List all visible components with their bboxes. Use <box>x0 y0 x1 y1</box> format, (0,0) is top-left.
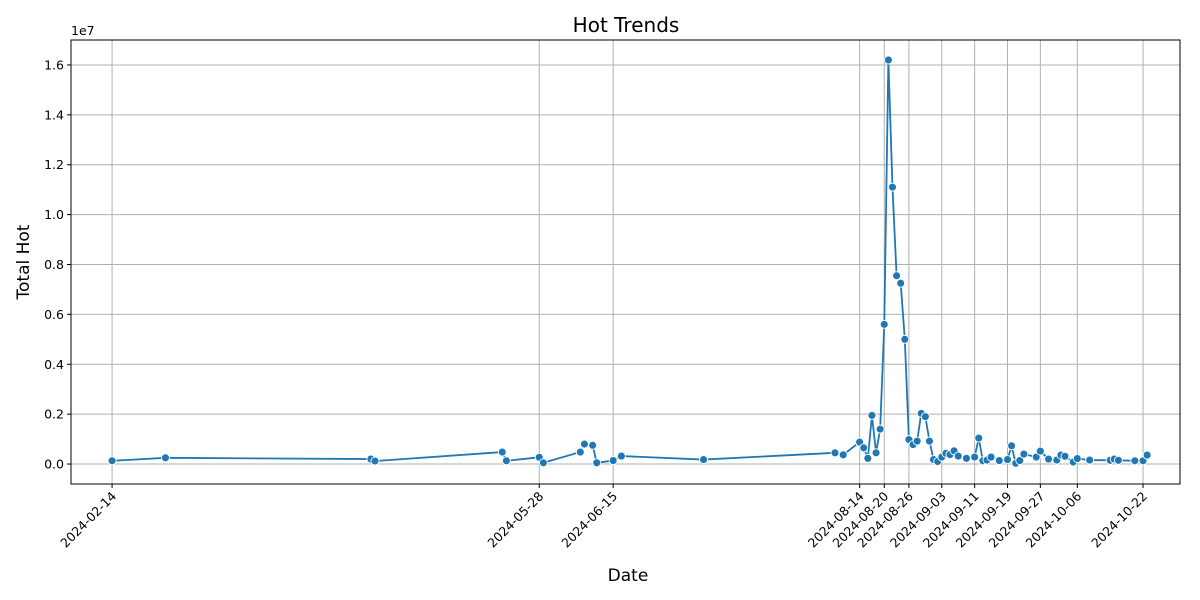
data-point <box>107 456 117 466</box>
data-point <box>1019 449 1029 459</box>
plot-frame <box>70 39 1181 485</box>
data-point <box>879 319 889 329</box>
data-point <box>994 456 1004 466</box>
data-point <box>1015 456 1025 466</box>
data-point <box>961 453 971 463</box>
data-point <box>920 412 930 422</box>
y-tick-label: 1.4 <box>44 107 64 122</box>
data-point <box>859 443 869 453</box>
y-axis: 0.0 0.2 0.4 0.6 0.8 1.0 1.2 1.4 1.6 <box>44 57 71 472</box>
y-tick-label: 0.2 <box>44 407 64 422</box>
data-point <box>1072 454 1082 464</box>
y-offset-label: 1e7 <box>71 23 95 38</box>
data-point <box>830 448 840 458</box>
data-point <box>497 447 507 457</box>
y-tick-label: 1.2 <box>44 157 64 172</box>
data-point <box>501 456 511 466</box>
data-point <box>863 453 873 463</box>
data-point <box>1007 441 1017 451</box>
data-point <box>900 334 910 344</box>
data-point <box>1130 456 1140 466</box>
data-point <box>1113 455 1123 465</box>
data-point <box>892 271 902 281</box>
data-point <box>699 455 708 465</box>
data-point <box>912 436 922 446</box>
data-point <box>588 440 598 450</box>
y-tick-label: 1.6 <box>44 57 64 72</box>
data-point <box>896 278 906 288</box>
data-point <box>974 433 984 443</box>
x-tick-label: 2024-02-14 <box>57 488 119 550</box>
data-point <box>924 436 934 446</box>
data-point <box>616 451 626 461</box>
series-line <box>112 59 1148 465</box>
data-point <box>986 452 996 462</box>
data-point <box>1142 450 1152 460</box>
data-point <box>875 424 885 434</box>
x-tick-label: 2024-05-28 <box>484 488 546 550</box>
data-point <box>1003 455 1012 465</box>
y-tick-label: 0.4 <box>44 357 64 372</box>
data-point <box>579 439 589 449</box>
y-axis-title: Total Hot <box>14 224 34 300</box>
data-point <box>575 447 585 457</box>
x-tick-label: 2024-10-22 <box>1088 489 1150 551</box>
data-point <box>953 451 963 461</box>
data-point <box>161 453 170 463</box>
data-point <box>1044 454 1054 464</box>
chart-title: Hot Trends <box>573 13 680 37</box>
data-point <box>867 410 877 420</box>
data-point <box>608 456 618 466</box>
data-point <box>538 458 548 468</box>
data-point <box>888 182 897 192</box>
data-point <box>1031 452 1041 462</box>
data-point <box>1060 451 1070 461</box>
data-point <box>370 456 380 466</box>
x-axis: 2024-02-14 2024-05-28 2024-06-15 2024-08-14… <box>57 484 1150 550</box>
data-point <box>970 452 980 462</box>
x-tick-label: 2024-06-15 <box>558 489 620 551</box>
y-tick-label: 0.0 <box>44 457 64 472</box>
data-point <box>838 450 848 460</box>
series-hot <box>107 55 1152 468</box>
data-point <box>1035 446 1045 456</box>
x-axis-title: Date <box>608 566 649 586</box>
y-tick-label: 0.8 <box>44 257 64 272</box>
y-tick-label: 1.0 <box>44 207 64 222</box>
data-point <box>592 458 602 468</box>
y-tick-label: 0.6 <box>44 307 64 322</box>
grid-lines <box>71 40 1180 484</box>
data-point <box>1085 455 1095 465</box>
data-point <box>871 448 881 458</box>
data-point <box>883 55 893 65</box>
